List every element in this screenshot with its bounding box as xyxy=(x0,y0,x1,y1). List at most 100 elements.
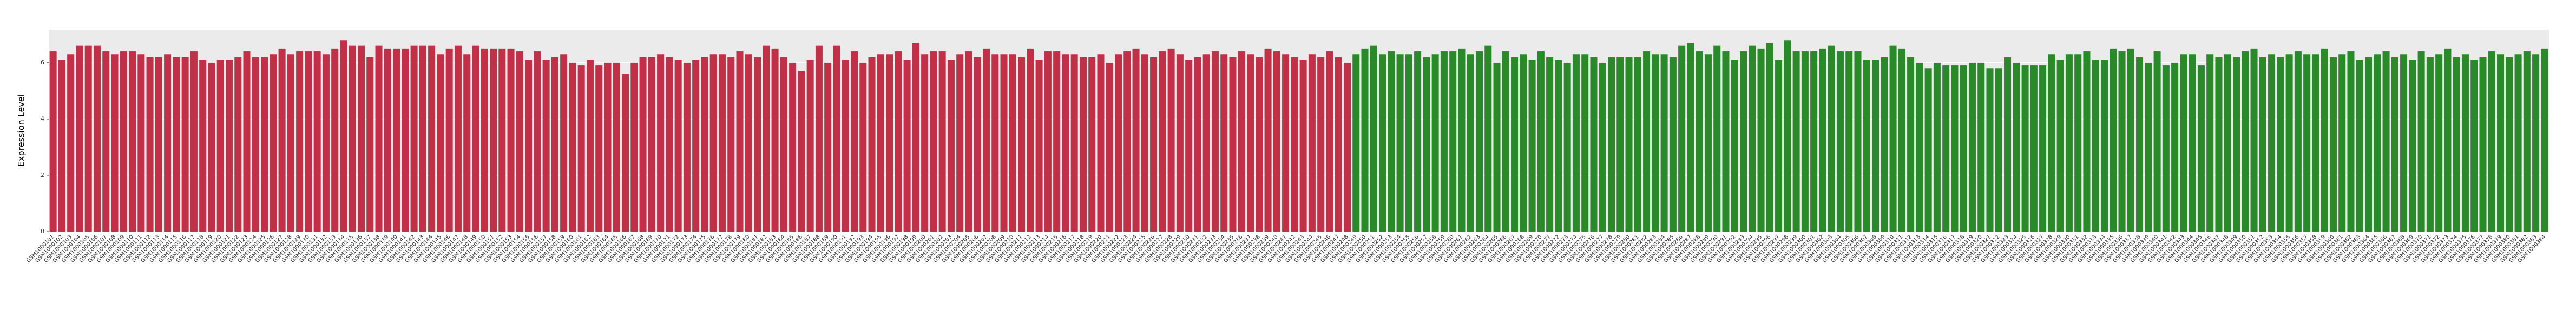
bar xyxy=(1388,51,1395,232)
bar xyxy=(2180,54,2187,232)
bar xyxy=(1150,57,1158,232)
bar xyxy=(1211,51,1219,232)
bar xyxy=(1845,51,1853,232)
bar xyxy=(965,51,972,232)
bar xyxy=(1933,62,1941,232)
bar xyxy=(1502,51,1509,232)
bar xyxy=(1167,48,1175,232)
bar xyxy=(410,45,418,232)
bar xyxy=(1590,57,1598,232)
bar xyxy=(1176,54,1184,232)
bar xyxy=(2506,57,2513,232)
bar xyxy=(586,60,594,232)
bar xyxy=(1018,57,1026,232)
bar xyxy=(886,54,893,232)
bar xyxy=(2065,54,2073,232)
bar xyxy=(1414,51,1422,232)
bar xyxy=(1643,51,1651,232)
bar xyxy=(815,45,823,232)
bar xyxy=(1027,48,1034,232)
bar xyxy=(2470,60,2478,232)
bar xyxy=(771,48,779,232)
bar xyxy=(393,48,400,232)
bar xyxy=(1123,51,1131,232)
bar xyxy=(1731,60,1738,232)
bar xyxy=(155,57,162,232)
bar xyxy=(1740,51,1747,232)
bar xyxy=(181,57,189,232)
bar xyxy=(1511,57,1519,232)
bar xyxy=(340,40,347,232)
bar xyxy=(164,54,172,232)
bar xyxy=(2514,54,2522,232)
bar xyxy=(137,54,145,232)
bar xyxy=(2048,54,2055,232)
bar xyxy=(2532,54,2540,232)
bar xyxy=(956,54,964,232)
bar xyxy=(1986,68,1994,232)
bar xyxy=(1202,54,1210,232)
bar xyxy=(639,57,647,232)
bar xyxy=(1872,60,1880,232)
bar xyxy=(1044,51,1052,232)
y-tick-label: 6 xyxy=(41,59,44,66)
bar xyxy=(560,54,568,232)
bar xyxy=(1229,57,1237,232)
bar xyxy=(1854,51,1862,232)
bar xyxy=(763,45,770,232)
bar xyxy=(1097,54,1105,232)
bar xyxy=(1968,62,1976,232)
bar xyxy=(313,51,321,232)
bar xyxy=(1079,57,1087,232)
y-tick-label: 4 xyxy=(41,115,44,122)
bar xyxy=(1546,57,1554,232)
bar xyxy=(1907,57,1915,232)
bar xyxy=(1995,68,2002,232)
bar xyxy=(120,51,127,232)
bar xyxy=(2479,57,2487,232)
bar xyxy=(1757,48,1765,232)
bar xyxy=(727,57,735,232)
bar xyxy=(1951,65,1959,232)
bar xyxy=(1317,57,1325,232)
bar xyxy=(1881,57,1888,232)
bar xyxy=(1159,51,1166,232)
bar xyxy=(1572,54,1580,232)
bar xyxy=(2189,54,2196,232)
bar xyxy=(1361,48,1369,232)
bar xyxy=(1889,45,1897,232)
bar xyxy=(2118,51,2126,232)
bar xyxy=(718,54,726,232)
bar xyxy=(824,62,832,232)
bar xyxy=(1405,54,1412,232)
bar xyxy=(1396,54,1404,232)
bar xyxy=(709,54,717,232)
bar xyxy=(1308,54,1316,232)
bar xyxy=(1960,65,1967,232)
bar xyxy=(806,60,814,232)
bar xyxy=(2338,54,2346,232)
bar xyxy=(2417,51,2425,232)
bar xyxy=(234,57,242,232)
bar xyxy=(2347,51,2355,232)
bar xyxy=(991,54,999,232)
bar xyxy=(789,62,797,232)
bar xyxy=(1256,57,1263,232)
bar xyxy=(1343,62,1351,232)
bar xyxy=(225,60,233,232)
bar xyxy=(850,51,858,232)
bar xyxy=(216,60,224,232)
y-axis-label: Expression Level xyxy=(16,94,27,167)
bar xyxy=(2435,54,2443,232)
bar xyxy=(1132,48,1140,232)
bar xyxy=(437,54,444,232)
bar xyxy=(1379,54,1386,232)
bar xyxy=(402,48,409,232)
bar xyxy=(1106,62,1113,232)
bar xyxy=(2426,57,2434,232)
bar xyxy=(129,51,136,232)
bar xyxy=(569,62,576,232)
bar xyxy=(1194,57,1201,232)
bar xyxy=(1528,60,1536,232)
